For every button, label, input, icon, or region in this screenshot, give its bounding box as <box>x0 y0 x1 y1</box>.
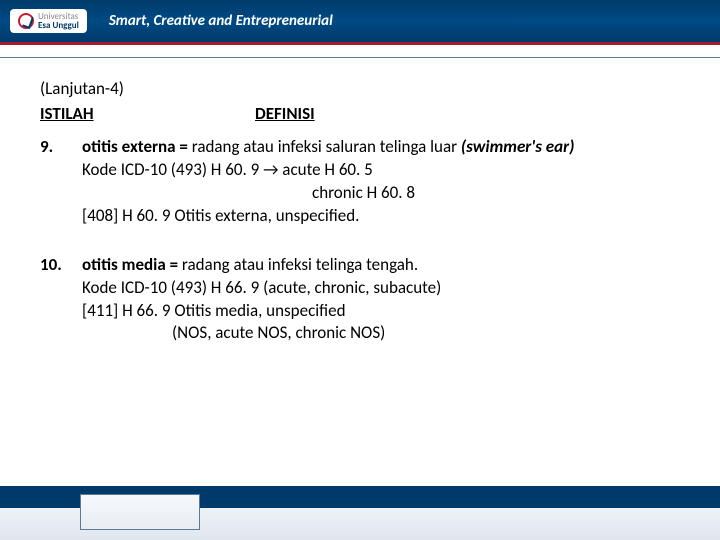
list-item: 10. otitis media = radang atau infeksi t… <box>40 254 690 346</box>
definition-text: radang atau infeksi saluran telinga luar <box>192 136 461 157</box>
code-line: [408] H 60. 9 Otitis externa, unspecifie… <box>82 205 690 228</box>
heading-istilah: ISTILAH <box>40 103 255 126</box>
code-line-indent: chronic H 60. 8 <box>82 182 690 205</box>
definition-text: radang atau infeksi telinga tengah. <box>182 254 418 275</box>
continuation-label: (Lanjutan-4) <box>40 78 690 101</box>
red-stripe <box>0 42 720 45</box>
logo-name: Esa Unggul <box>38 21 79 30</box>
definition-line: otitis externa = radang atau infeksi sal… <box>82 136 690 159</box>
heading-definisi: DEFINISI <box>255 103 315 126</box>
code-line: Kode ICD-10 (493) H 66. 9 (acute, chroni… <box>82 277 690 300</box>
item-number: 9. <box>40 136 82 228</box>
term: otitis externa = <box>82 136 192 157</box>
item-body: otitis media = radang atau infeksi telin… <box>82 254 690 346</box>
logo-icon <box>18 13 34 29</box>
column-headings: ISTILAH DEFINISI <box>40 103 690 126</box>
logo: Universitas Esa Unggul <box>10 9 87 33</box>
content-area: (Lanjutan-4) ISTILAH DEFINISI 9. otitis … <box>40 78 690 345</box>
definition-line: otitis media = radang atau infeksi telin… <box>82 254 690 277</box>
code-line: Kode ICD-10 (493) H 60. 9 → acute H 60. … <box>82 159 690 182</box>
item-body: otitis externa = radang atau infeksi sal… <box>82 136 690 228</box>
code-line-indent: (NOS, acute NOS, chronic NOS) <box>82 322 690 345</box>
item-number: 10. <box>40 254 82 346</box>
header-bar: Universitas Esa Unggul Smart, Creative a… <box>0 0 720 42</box>
tagline: Smart, Creative and Entrepreneurial <box>109 12 333 30</box>
footer-box <box>80 494 200 530</box>
list-item: 9. otitis externa = radang atau infeksi … <box>40 136 690 228</box>
definition-italic: (swimmer's ear) <box>461 136 575 157</box>
code-line: [411] H 66. 9 Otitis media, unspecified <box>82 300 690 323</box>
logo-text: Universitas Esa Unggul <box>38 12 79 30</box>
term: otitis media = <box>82 254 182 275</box>
footer <box>0 486 720 540</box>
divider-line <box>0 57 720 58</box>
